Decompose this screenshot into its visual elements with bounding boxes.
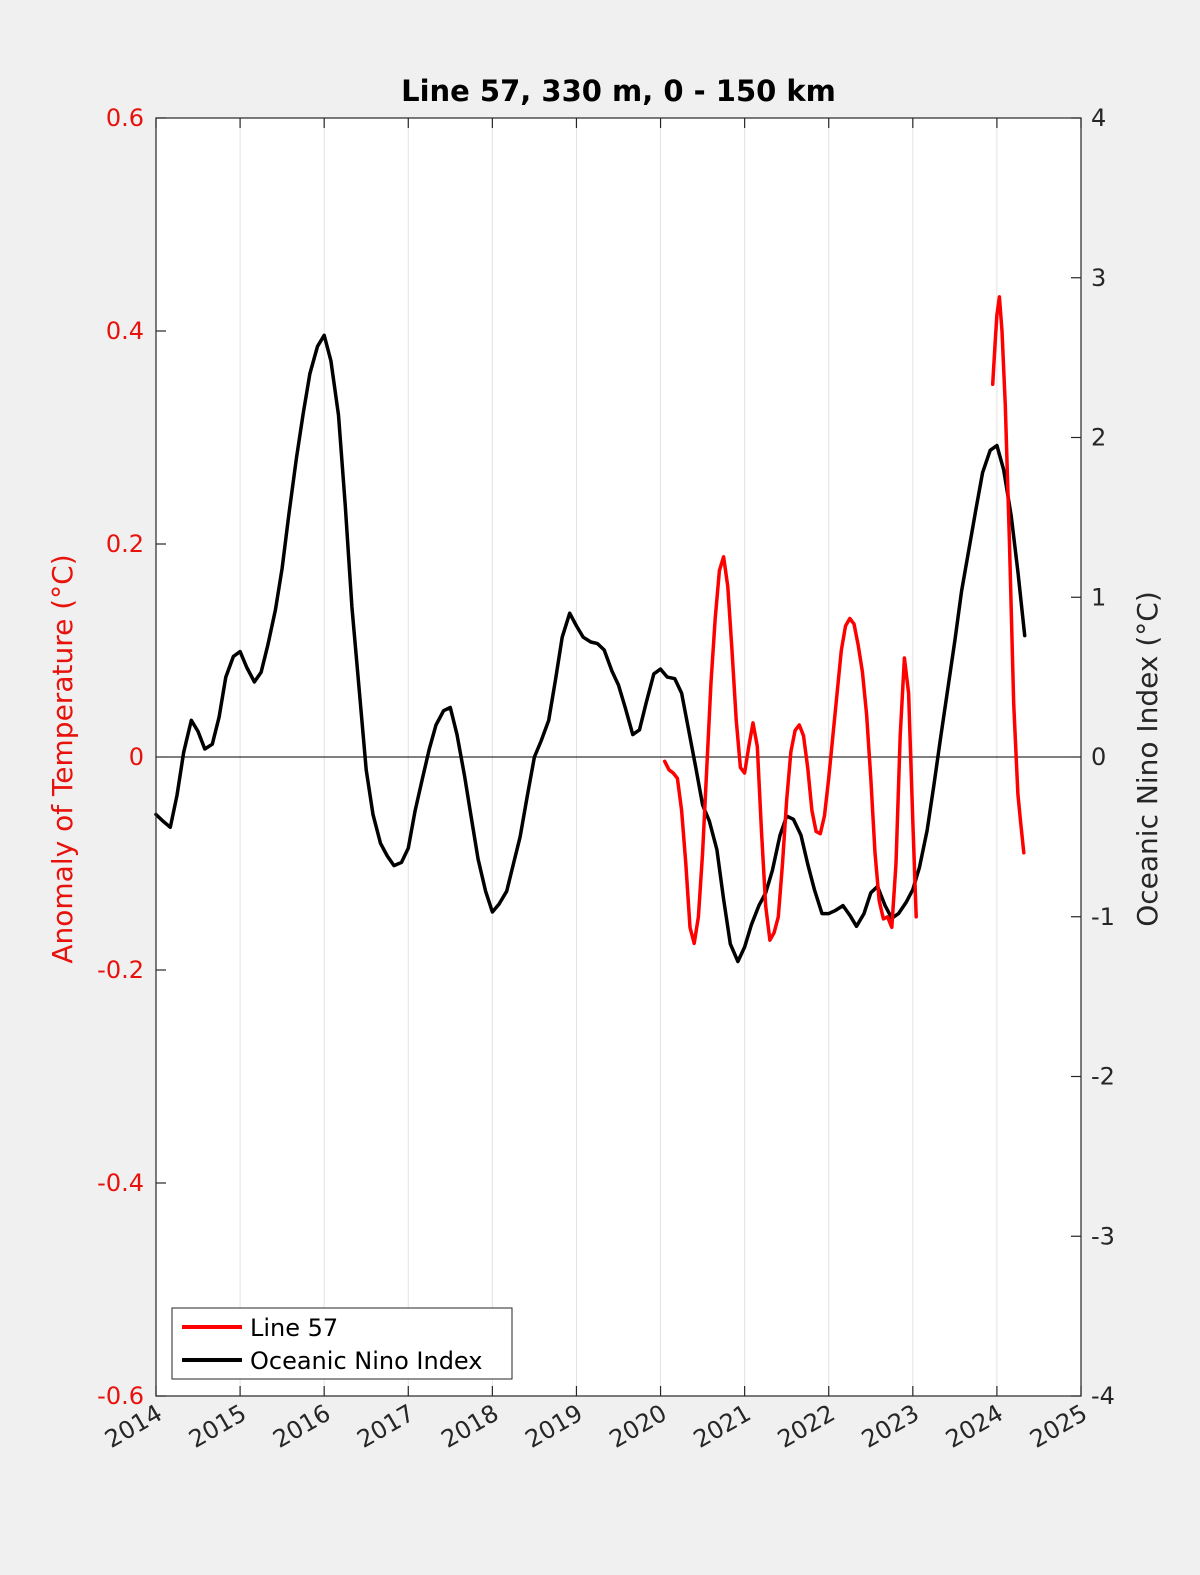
y2-tick-label: 1 <box>1091 583 1106 611</box>
y2-tick-label: -3 <box>1091 1222 1115 1250</box>
y2-axis-label: Oceanic Nino Index (°C) <box>1131 591 1164 927</box>
y2-tick-label: -2 <box>1091 1063 1115 1091</box>
y2-tick-label: -1 <box>1091 903 1115 931</box>
y-tick-label: -0.6 <box>97 1382 144 1410</box>
y-tick-label: -0.4 <box>97 1169 144 1197</box>
y2-tick-label: 4 <box>1091 104 1106 132</box>
y-tick-label: 0 <box>129 743 144 771</box>
legend-entry-oceanic-nino-index: Oceanic Nino Index <box>250 1347 482 1375</box>
y2-tick-label: 0 <box>1091 743 1106 771</box>
y-axis-label: Anomaly of Temperature (°C) <box>46 554 79 963</box>
series <box>154 295 1027 964</box>
chart-title: Line 57, 330 m, 0 - 150 km <box>401 74 836 108</box>
series-line-line-57 <box>662 555 918 946</box>
y-tick-label: 0.6 <box>106 104 144 132</box>
legend: Line 57 Oceanic Nino Index <box>171 1307 513 1380</box>
y-tick-label: 0.4 <box>106 317 144 345</box>
y2-tick-label: 2 <box>1091 424 1106 452</box>
legend-entry-line-57: Line 57 <box>250 1314 338 1342</box>
y2-tick-label: 3 <box>1091 264 1106 292</box>
y2-tick-label: -4 <box>1091 1382 1115 1410</box>
series-line-line-57 <box>990 295 1026 855</box>
y-tick-label: 0.2 <box>106 530 144 558</box>
y-tick-label: -0.2 <box>97 956 144 984</box>
legend-box <box>171 1307 513 1380</box>
